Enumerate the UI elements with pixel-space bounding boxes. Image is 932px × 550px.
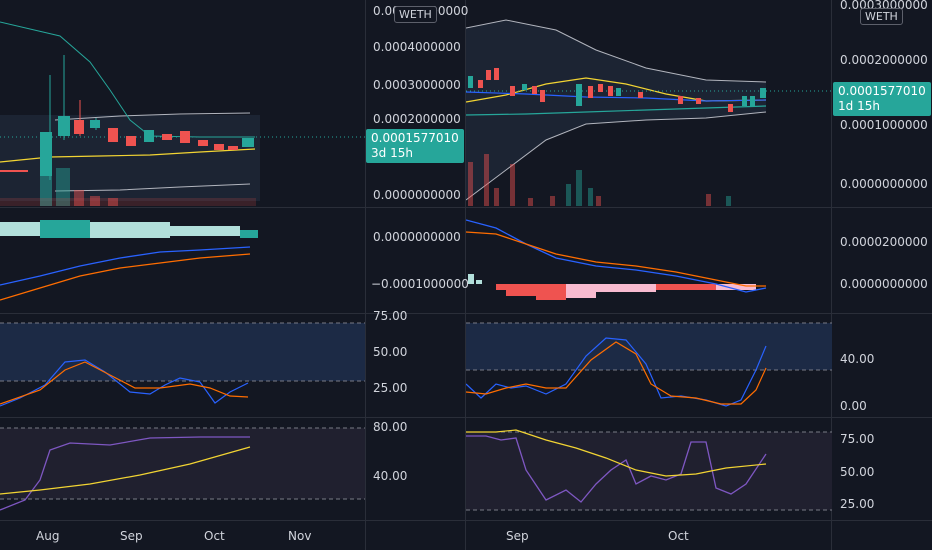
left-macd-axis-label: −0.0001000000 [371, 277, 469, 291]
left-stoch-axis-label: 25.00 [373, 381, 408, 395]
bb-lower [466, 111, 767, 201]
left-rsi-axis-label: 40.00 [373, 469, 408, 483]
right-price-axis-border [831, 0, 832, 550]
right-stoch-axis-label: 40.00 [840, 352, 875, 366]
pane-divider-2[interactable] [0, 313, 932, 314]
right-rsi-line [466, 435, 767, 503]
left-time-label: Oct [204, 529, 225, 543]
right-macd-axis-label: 0.0000000000 [840, 277, 928, 291]
pane-divider-1[interactable] [0, 207, 932, 208]
right-macd-histogram [468, 274, 756, 300]
blue-ma-line [466, 91, 767, 102]
right-chart-canvas[interactable] [466, 0, 832, 520]
time-axis-border [0, 520, 932, 521]
right-macd-axis-label: 0.0000200000 [840, 235, 928, 249]
right-current-price: 0.0001577010 [838, 84, 926, 98]
right-signal-line [466, 231, 766, 287]
left-stoch-axis-label: 50.00 [373, 345, 408, 359]
center-divider [465, 0, 466, 550]
right-rsi-axis-label: 75.00 [840, 432, 875, 446]
left-stoch-d [0, 361, 249, 405]
right-current-price-tag: 0.0001577010 1d 15h [833, 82, 931, 116]
left-macd-histogram [0, 220, 258, 238]
left-symbol-badge[interactable]: WETH [394, 6, 437, 23]
left-price-axis-border [365, 0, 366, 550]
left-volume [0, 140, 256, 206]
left-stoch-k [0, 359, 249, 407]
left-time-label: Sep [120, 529, 143, 543]
candle [108, 128, 118, 142]
left-rsi-line [0, 436, 250, 511]
left-current-price: 0.0001577010 [371, 131, 459, 145]
stoch-band [0, 323, 365, 381]
rsi-band [466, 432, 832, 510]
bb-upper [54, 112, 251, 121]
left-macd-axis-label: 0.0000000000 [373, 230, 461, 244]
left-price-axis-label: 0.0003000000 [373, 78, 461, 92]
left-rsi-axis-label: 80.00 [373, 420, 408, 434]
right-time-label: Sep [506, 529, 529, 543]
green-ma-line [0, 21, 255, 138]
right-candles [468, 68, 766, 112]
pane-divider-3[interactable] [0, 417, 932, 418]
bb-upper [466, 19, 767, 83]
left-rsi-ma [0, 446, 251, 495]
right-rsi-axis-label: 50.00 [840, 465, 875, 479]
right-symbol-badge[interactable]: WETH [860, 8, 903, 25]
left-price-axis-label: 0.0004000000 [373, 40, 461, 54]
left-macd-line [0, 246, 251, 286]
left-stoch-axis-label: 75.00 [373, 309, 408, 323]
left-time-label: Nov [288, 529, 312, 543]
green-ma-line [466, 105, 767, 116]
left-price-axis-label: 0.0002000000 [373, 112, 461, 126]
stoch-band [466, 323, 832, 370]
right-time-label: Oct [668, 529, 689, 543]
right-countdown: 1d 15h [838, 99, 880, 113]
bb-fill [466, 20, 766, 200]
right-rsi-ma [466, 429, 767, 477]
left-countdown: 3d 15h [371, 146, 413, 160]
left-signal-line [0, 253, 251, 301]
right-stoch-axis-label: 0.00 [840, 399, 867, 413]
right-rsi-axis-label: 25.00 [840, 497, 875, 511]
left-current-price-tag: 0.0001577010 3d 15h [366, 129, 464, 163]
left-time-label: Aug [36, 529, 60, 543]
right-price-axis-label: 0.0002000000 [840, 53, 928, 67]
right-price-axis-label: 0.0000000000 [840, 177, 928, 191]
right-stoch-d [466, 341, 767, 405]
left-chart-canvas[interactable] [0, 0, 365, 520]
right-volume [468, 154, 731, 206]
right-macd-line [466, 219, 767, 293]
right-price-axis-label: 0.0001000000 [840, 118, 928, 132]
left-price-axis-label: 0.0000000000 [373, 188, 461, 202]
bb-lower [54, 183, 251, 192]
